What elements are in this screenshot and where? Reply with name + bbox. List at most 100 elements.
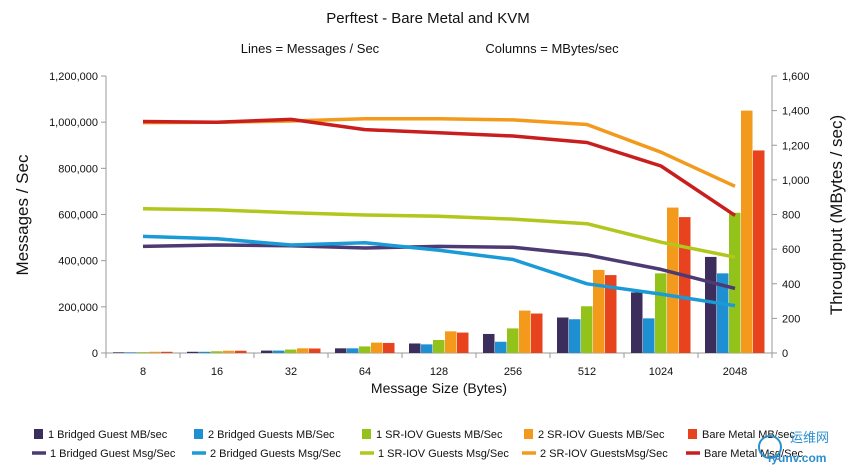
bar <box>285 349 297 353</box>
bar <box>457 332 469 353</box>
bar <box>211 351 223 353</box>
y2-tick-label: 0 <box>782 348 788 360</box>
bar <box>137 352 149 353</box>
x-tick-label: 128 <box>430 366 448 378</box>
legend: 1 Bridged Guest MB/sec 2 Bridged Guests M… <box>32 429 804 460</box>
y2-tick-label: 1,200 <box>782 140 810 152</box>
bar <box>483 333 495 353</box>
bar <box>359 346 371 353</box>
bar-series <box>113 256 717 353</box>
legend-label: 2 Bridged Guests Msg/Sec <box>210 448 341 460</box>
bar <box>421 344 433 353</box>
bar <box>335 348 347 353</box>
bar <box>643 318 655 353</box>
series-line <box>142 116 736 188</box>
bar <box>729 212 741 353</box>
bar-series <box>125 273 729 353</box>
bar <box>519 310 531 353</box>
legend-swatch <box>194 429 203 439</box>
bar <box>569 319 581 353</box>
legend-swatch <box>34 429 43 439</box>
y2-tick-label: 600 <box>782 244 800 256</box>
legend-label: 1 Bridged Guest MB/sec <box>48 429 168 441</box>
bar <box>741 110 753 353</box>
y2-tick-label: 400 <box>782 279 800 291</box>
legend-label: 1 SR-IOV Guests Msg/Sec <box>378 448 509 460</box>
legend-label: Bare Metal Msg/Sec <box>704 448 804 460</box>
y2-tick-label: 1,000 <box>782 175 810 187</box>
legend-label: 1 SR-IOV Guests MB/Sec <box>376 429 503 441</box>
bar <box>717 273 729 353</box>
series-line <box>142 234 736 308</box>
legend-label: 2 SR-IOV GuestsMsg/Sec <box>540 448 668 460</box>
x-tick-label: 256 <box>504 366 522 378</box>
bar <box>309 348 321 353</box>
y2-tick-label: 800 <box>782 210 800 222</box>
bar <box>125 352 137 353</box>
x-tick-label: 8 <box>140 366 146 378</box>
y-tick-label: 1,000,000 <box>49 117 98 129</box>
watermark: 运维网 iyunv.com <box>758 430 829 465</box>
bar <box>531 313 543 353</box>
bar <box>297 348 309 353</box>
y-tick-label: 1,200,000 <box>49 71 98 83</box>
bar <box>655 273 667 353</box>
bar <box>113 352 125 353</box>
watermark-text-cn: 运维网 <box>790 430 829 445</box>
bar-series <box>137 212 741 353</box>
series-line <box>142 117 736 217</box>
watermark-text-en: iyunv.com <box>768 451 826 465</box>
y-tick-label: 200,000 <box>58 302 98 314</box>
chart-subtitle-columns: Columns = MBytes/sec <box>485 41 619 56</box>
bar <box>199 351 211 353</box>
bar <box>149 351 161 353</box>
x-tick-label: 64 <box>359 366 371 378</box>
bar <box>235 350 247 353</box>
x-tick-label: 16 <box>211 366 223 378</box>
bar <box>445 331 457 353</box>
bar <box>223 350 235 353</box>
bar <box>605 275 617 353</box>
bar <box>507 328 519 353</box>
legend-swatch <box>688 429 697 439</box>
bar <box>261 350 273 353</box>
bar <box>383 342 395 353</box>
y2-axis-title: Throughput (MBytes / sec) <box>827 115 846 315</box>
y-axis-title: Messages / Sec <box>13 154 32 275</box>
x-tick-label: 32 <box>285 366 297 378</box>
legend-label: 2 Bridged Guests MB/Sec <box>208 429 335 441</box>
bar <box>593 269 605 353</box>
bar-series <box>161 150 765 353</box>
bar <box>753 150 765 353</box>
bar <box>581 306 593 353</box>
bar <box>433 340 445 353</box>
bar <box>679 217 691 353</box>
bar <box>273 350 285 353</box>
bar-series <box>149 110 753 353</box>
y-tick-label: 600,000 <box>58 210 98 222</box>
bar <box>495 341 507 353</box>
watermark-logo-icon <box>758 435 782 459</box>
y-tick-label: 800,000 <box>58 163 98 175</box>
bar <box>705 256 717 353</box>
chart-title: Perftest - Bare Metal and KVM <box>326 10 529 27</box>
y2-tick-label: 1,600 <box>782 71 810 83</box>
bar <box>347 348 359 353</box>
series-line <box>142 243 736 291</box>
bar <box>409 343 421 353</box>
y2-tick-label: 1,400 <box>782 106 810 118</box>
bar <box>631 292 643 353</box>
legend-label: 2 SR-IOV Guests MB/Sec <box>538 429 665 441</box>
legend-label: 1 Bridged Guest Msg/Sec <box>50 448 176 460</box>
x-tick-label: 1024 <box>649 366 673 378</box>
legend-swatch <box>524 429 533 439</box>
bar <box>371 342 383 353</box>
y-tick-label: 0 <box>92 348 98 360</box>
legend-swatch <box>362 429 371 439</box>
bar <box>557 317 569 353</box>
x-axis-title: Message Size (Bytes) <box>371 380 507 396</box>
x-tick-label: 2048 <box>723 366 747 378</box>
x-tick-label: 512 <box>578 366 596 378</box>
